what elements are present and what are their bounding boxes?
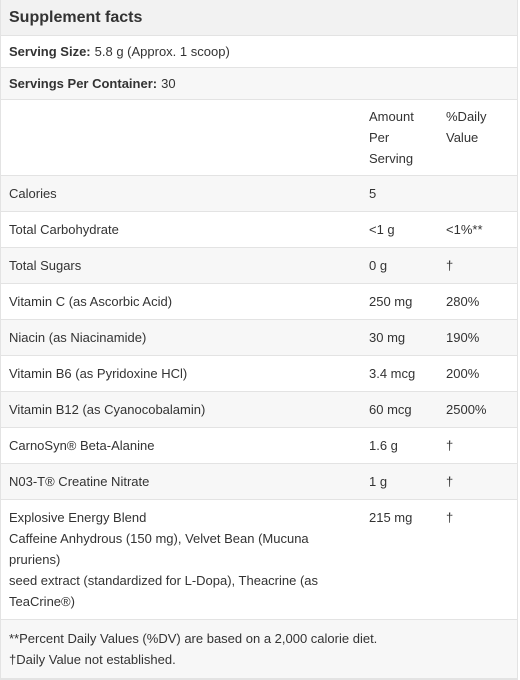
nutrient-amount: <1 g bbox=[361, 211, 438, 248]
header-daily-value: %Daily Value bbox=[438, 100, 517, 176]
nutrient-name: N03-T® Creatine Nitrate bbox=[1, 463, 361, 500]
blend-name: Explosive Energy Blend bbox=[9, 510, 147, 525]
nutrient-amount: 3.4 mcg bbox=[361, 355, 438, 392]
nutrient-dv: 280% bbox=[438, 283, 517, 320]
header-amount-line: Per bbox=[369, 130, 390, 145]
footnote: †Daily Value not established. bbox=[9, 652, 176, 667]
nutrient-amount: 5 bbox=[361, 175, 438, 212]
table-row: Calories 5 bbox=[1, 175, 517, 212]
nutrient-amount: 1 g bbox=[361, 463, 438, 500]
table-row: Vitamin B12 (as Cyanocobalamin) 60 mcg 2… bbox=[1, 391, 517, 428]
nutrient-amount: 30 mg bbox=[361, 319, 438, 356]
servings-per-container-value: 30 bbox=[161, 76, 176, 91]
nutrient-dv bbox=[438, 175, 517, 212]
table-row: Vitamin B6 (as Pyridoxine HCl) 3.4 mcg 2… bbox=[1, 355, 517, 392]
nutrient-dv: <1%** bbox=[438, 211, 517, 248]
serving-size-value: 5.8 g (Approx. 1 scoop) bbox=[94, 44, 230, 59]
header-dv-line: %Daily bbox=[446, 109, 487, 124]
footnote: **Percent Daily Values (%DV) are based o… bbox=[9, 631, 378, 646]
nutrient-name: CarnoSyn® Beta-Alanine bbox=[1, 427, 361, 464]
servings-per-container-label: Servings Per Container: bbox=[9, 76, 158, 91]
nutrient-name: Total Sugars bbox=[1, 247, 361, 284]
panel-title: Supplement facts bbox=[1, 0, 517, 36]
nutrient-name: Total Carbohydrate bbox=[1, 211, 361, 248]
serving-size-row: Serving Size: 5.8 g (Approx. 1 scoop) bbox=[1, 36, 517, 68]
nutrient-amount: 60 mcg bbox=[361, 391, 438, 428]
nutrient-name: Calories bbox=[1, 175, 361, 212]
header-dv-line: Value bbox=[446, 130, 479, 145]
table-row: Total Sugars 0 g † bbox=[1, 247, 517, 284]
nutrient-name: Vitamin B6 (as Pyridoxine HCl) bbox=[1, 355, 361, 392]
table-row-blend: Explosive Energy Blend Caffeine Anhydrou… bbox=[1, 499, 517, 620]
blend-ingredients-line: Caffeine Anhydrous (150 mg), Velvet Bean… bbox=[9, 531, 309, 567]
serving-size-label: Serving Size: bbox=[9, 44, 91, 59]
nutrient-table: Amount Per Serving %Daily Value Calories… bbox=[1, 100, 517, 620]
table-row: CarnoSyn® Beta-Alanine 1.6 g † bbox=[1, 427, 517, 464]
table-row: Niacin (as Niacinamide) 30 mg 190% bbox=[1, 319, 517, 356]
footnotes: **Percent Daily Values (%DV) are based o… bbox=[1, 620, 517, 679]
header-blank-cell bbox=[1, 100, 361, 176]
blend-description: Explosive Energy Blend Caffeine Anhydrou… bbox=[1, 499, 361, 620]
header-amount: Amount Per Serving bbox=[361, 100, 438, 176]
blend-dv: † bbox=[438, 499, 517, 620]
nutrient-dv: † bbox=[438, 427, 517, 464]
nutrient-amount: 250 mg bbox=[361, 283, 438, 320]
header-amount-line: Serving bbox=[369, 151, 414, 166]
nutrient-dv: 200% bbox=[438, 355, 517, 392]
blend-ingredients-line: seed extract (standardized for L-Dopa), … bbox=[9, 573, 319, 609]
blend-amount: 215 mg bbox=[361, 499, 438, 620]
nutrient-name: Vitamin C (as Ascorbic Acid) bbox=[1, 283, 361, 320]
nutrient-dv: † bbox=[438, 463, 517, 500]
nutrient-name: Vitamin B12 (as Cyanocobalamin) bbox=[1, 391, 361, 428]
table-header-row: Amount Per Serving %Daily Value bbox=[1, 100, 517, 176]
servings-per-container-row: Servings Per Container: 30 bbox=[1, 68, 517, 100]
nutrient-dv: 2500% bbox=[438, 391, 517, 428]
nutrient-amount: 0 g bbox=[361, 247, 438, 284]
table-row: N03-T® Creatine Nitrate 1 g † bbox=[1, 463, 517, 500]
header-amount-line: Amount bbox=[369, 109, 414, 124]
table-row: Total Carbohydrate <1 g <1%** bbox=[1, 211, 517, 248]
table-row: Vitamin C (as Ascorbic Acid) 250 mg 280% bbox=[1, 283, 517, 320]
nutrient-name: Niacin (as Niacinamide) bbox=[1, 319, 361, 356]
nutrient-dv: 190% bbox=[438, 319, 517, 356]
nutrient-amount: 1.6 g bbox=[361, 427, 438, 464]
nutrient-dv: † bbox=[438, 247, 517, 284]
